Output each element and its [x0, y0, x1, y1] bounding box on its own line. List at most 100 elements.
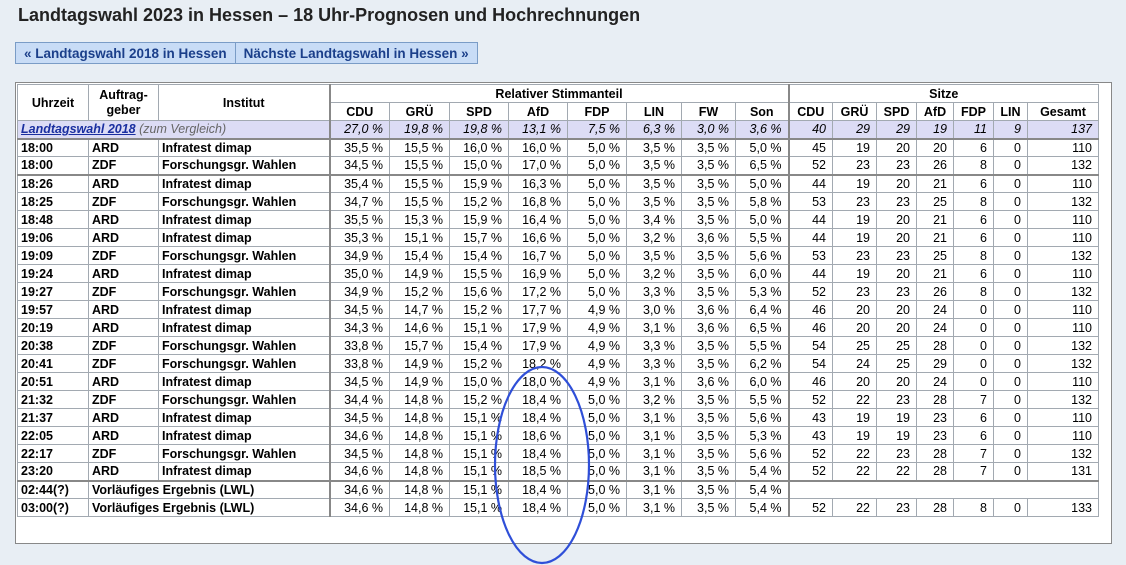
- party-seat-header: AfD: [916, 102, 954, 121]
- seat-cell: 54: [787, 354, 833, 373]
- next-election-link[interactable]: Nächste Landtagswahl in Hessen »: [234, 43, 477, 63]
- vote-share-cell: 6,5 %: [735, 156, 789, 175]
- vote-share-cell: 15,2 %: [449, 354, 509, 373]
- seat-cell: 110: [1027, 426, 1099, 445]
- vote-share-cell: 3,4 %: [626, 210, 682, 229]
- vote-share-cell: 34,6 %: [328, 462, 390, 481]
- vote-share-cell: 3,5 %: [626, 246, 682, 265]
- table-row: 23:20 ARD Infratest dimap 34,6 % 14,8 % 15,1 …: [17, 462, 1099, 481]
- vote-share-cell: 5,0 %: [567, 390, 627, 409]
- vote-share-cell: 15,5 %: [389, 192, 450, 211]
- vote-share-cell: 19,8 %: [389, 120, 450, 139]
- seat-cell: 52: [787, 444, 833, 463]
- vote-share-cell: 6,0 %: [735, 264, 789, 283]
- seat-cell: 28: [916, 336, 954, 355]
- party-pct-header: GRÜ: [389, 102, 450, 121]
- vote-share-cell: 3,6 %: [681, 318, 736, 337]
- seat-cell: 132: [1027, 192, 1099, 211]
- seat-cell: 19: [916, 120, 954, 139]
- vote-share-cell: 16,0 %: [508, 137, 568, 157]
- vote-share-cell: 5,0 %: [567, 462, 627, 481]
- institute-cell: Infratest dimap: [158, 426, 330, 445]
- vote-share-cell: 3,5 %: [681, 192, 736, 211]
- client-cell: ARD: [88, 210, 159, 229]
- vote-share-cell: 15,7 %: [449, 228, 509, 247]
- seat-cell: 53: [787, 246, 833, 265]
- vote-share-cell: 4,9 %: [567, 372, 627, 391]
- seat-cell: 53: [787, 192, 833, 211]
- vote-share-cell: 34,6 %: [328, 498, 390, 517]
- vote-share-cell: 5,0 %: [567, 156, 627, 175]
- vote-share-cell: 15,5 %: [449, 264, 509, 283]
- vote-share-cell: 5,0 %: [567, 408, 627, 427]
- vote-share-cell: 15,4 %: [449, 336, 509, 355]
- table-row: 18:00 ZDF Forschungsgr. Wahlen 34,5 % 15,5 %…: [17, 156, 1099, 175]
- seat-cell: 23: [916, 426, 954, 445]
- seat-cell: 44: [787, 173, 833, 193]
- vote-share-cell: 14,8 %: [389, 479, 450, 499]
- seat-cell: 52: [787, 462, 833, 481]
- vote-share-cell: 35,5 %: [328, 210, 390, 229]
- table-row: 19:57 ARD Infratest dimap 34,5 % 14,7 % 15,2 …: [17, 300, 1099, 319]
- vote-share-cell: 15,2 %: [449, 192, 509, 211]
- seat-cell: 54: [787, 336, 833, 355]
- client-cell: ZDF: [88, 390, 159, 409]
- vote-share-cell: 15,9 %: [449, 173, 509, 193]
- vote-share-cell: 5,6 %: [735, 246, 789, 265]
- vote-share-cell: 5,0 %: [567, 444, 627, 463]
- vote-share-cell: 5,6 %: [735, 444, 789, 463]
- vote-share-cell: 4,9 %: [567, 300, 627, 319]
- seat-cell: 6: [953, 426, 994, 445]
- vote-share-cell: 34,5 %: [328, 444, 390, 463]
- seat-cell: 6: [953, 210, 994, 229]
- seat-cell: 22: [876, 462, 917, 481]
- seat-cell: 19: [832, 137, 877, 157]
- seat-cell: 6: [953, 173, 994, 193]
- vote-share-cell: 15,1 %: [449, 479, 509, 499]
- seat-cell: 19: [832, 264, 877, 283]
- vote-share-cell: 5,0 %: [567, 426, 627, 445]
- election-2018-link[interactable]: Landtagswahl 2018: [21, 122, 136, 137]
- party-seat-header: SPD: [876, 102, 917, 121]
- seat-cell: 23: [832, 282, 877, 301]
- seat-cell: 11: [953, 120, 994, 139]
- seat-cell: 45: [787, 137, 833, 157]
- client-cell: ARD: [88, 300, 159, 319]
- client-cell: ARD: [88, 408, 159, 427]
- seat-cell: 23: [832, 156, 877, 175]
- seat-cell: 22: [832, 444, 877, 463]
- seat-cell: 22: [832, 498, 877, 517]
- client-cell: ZDF: [88, 246, 159, 265]
- seat-cell: 21: [916, 264, 954, 283]
- vote-share-cell: 16,0 %: [449, 137, 509, 157]
- seat-cell: 28: [916, 462, 954, 481]
- client-cell: ZDF: [88, 192, 159, 211]
- vote-share-cell: 3,5 %: [681, 282, 736, 301]
- vote-share-cell: 5,3 %: [735, 282, 789, 301]
- header-client-line2: geber: [106, 102, 141, 117]
- seat-cell: 8: [953, 156, 994, 175]
- seat-cell: 23: [876, 444, 917, 463]
- vote-share-cell: 5,4 %: [735, 498, 789, 517]
- seat-cell: 43: [787, 426, 833, 445]
- seat-cell: 0: [993, 282, 1028, 301]
- vote-share-cell: 18,2 %: [508, 354, 568, 373]
- seat-cell: 0: [953, 300, 994, 319]
- vote-share-cell: 5,3 %: [735, 426, 789, 445]
- time-cell: 18:26: [17, 173, 89, 193]
- vote-share-cell: 3,2 %: [626, 228, 682, 247]
- prev-election-link[interactable]: « Landtagswahl 2018 in Hessen: [24, 46, 227, 61]
- seat-cell: 29: [876, 120, 917, 139]
- time-cell: 18:25: [17, 192, 89, 211]
- client-cell: ARD: [88, 462, 159, 481]
- seat-cell: 110: [1027, 228, 1099, 247]
- vote-share-cell: 5,8 %: [735, 192, 789, 211]
- vote-share-cell: 15,1 %: [449, 444, 509, 463]
- client-cell: ARD: [88, 264, 159, 283]
- vote-share-cell: 5,5 %: [735, 336, 789, 355]
- vote-share-cell: 3,5 %: [626, 173, 682, 193]
- vote-share-cell: 15,2 %: [449, 300, 509, 319]
- party-seat-header: GRÜ: [832, 102, 877, 121]
- client-cell: ARD: [88, 228, 159, 247]
- vote-share-cell: 3,5 %: [681, 479, 736, 499]
